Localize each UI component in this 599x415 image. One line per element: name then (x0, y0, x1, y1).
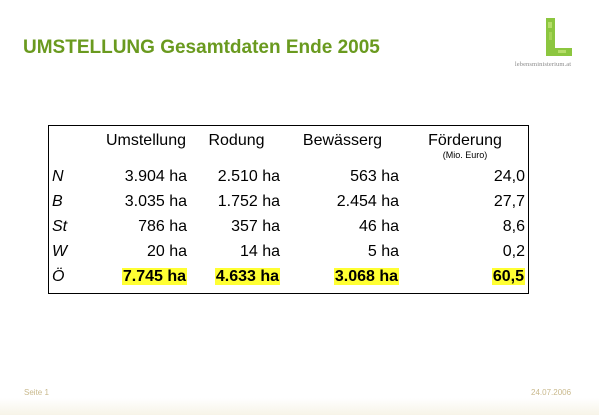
table-total-row: Ö 7.745 ha 4.633 ha 3.068 ha 60,5 (49, 264, 529, 289)
total-foerderung: 60,5 (491, 267, 525, 285)
cell-rodung: 14 ha (239, 242, 280, 260)
footer-date: 24.07.2006 (531, 388, 572, 397)
row-label: W (52, 242, 68, 260)
cell-foerderung: 8,6 (502, 217, 525, 235)
header-foerderung: Förderung (428, 132, 502, 149)
table-header-row: Umstellung Rodung Bewässerg Förderung (49, 126, 529, 151)
page-number: Seite 1 (24, 388, 49, 397)
table-row: W 20 ha 14 ha 5 ha 0,2 (49, 239, 529, 264)
cell-foerderung: 0,2 (502, 242, 525, 260)
total-bewaesserung: 3.068 ha (333, 267, 399, 285)
cell-rodung: 4.633 ha (190, 264, 283, 289)
lebensministerium-logo-icon (546, 18, 572, 56)
header-umstellung: Umstellung (105, 132, 186, 149)
unit-note: (Mio. Euro) (442, 150, 488, 160)
cell-rodung: 2.510 ha (217, 167, 280, 185)
cell-umstellung: 786 ha (138, 217, 187, 235)
cell-rodung: 1.752 ha (217, 192, 280, 210)
row-label: N (52, 167, 64, 185)
row-label: Ö (52, 267, 65, 285)
cell-foerderung: 24,0 (493, 167, 525, 185)
table-row: B 3.035 ha 1.752 ha 2.454 ha 27,7 (49, 189, 529, 214)
slide-title: UMSTELLUNG Gesamtdaten Ende 2005 (23, 37, 380, 58)
cell-bewaesserung: 3.068 ha (283, 264, 402, 289)
cell-umstellung: 3.904 ha (124, 167, 187, 185)
data-table: Umstellung Rodung Bewässerg Förderung (M… (48, 125, 529, 294)
footer-band (0, 398, 599, 415)
header-rodung: Rodung (208, 132, 265, 149)
cell-umstellung: 7.745 ha (80, 264, 190, 289)
cell-umstellung: 20 ha (146, 242, 187, 260)
cell-rodung: 357 ha (231, 217, 280, 235)
row-label: St (52, 217, 68, 235)
cell-bewaesserung: 5 ha (367, 242, 399, 260)
header-corner (49, 126, 81, 151)
cell-bewaesserung: 563 ha (350, 167, 399, 185)
table-unit-row: (Mio. Euro) (49, 150, 529, 164)
cell-foerderung: 27,7 (493, 192, 525, 210)
table-row: N 3.904 ha 2.510 ha 563 ha 24,0 (49, 164, 529, 189)
row-label: B (52, 192, 63, 210)
table-row: St 786 ha 357 ha 46 ha 8,6 (49, 214, 529, 239)
cell-bewaesserung: 46 ha (358, 217, 399, 235)
cell-foerderung: 60,5 (402, 264, 529, 289)
cell-bewaesserung: 2.454 ha (336, 192, 399, 210)
header-bewaesserung: Bewässerg (302, 132, 383, 149)
cell-umstellung: 3.035 ha (124, 192, 187, 210)
table-spacer (49, 289, 529, 294)
logo-text: lebensministerium.at (514, 61, 572, 68)
total-umstellung: 7.745 ha (121, 267, 187, 285)
total-rodung: 4.633 ha (214, 267, 280, 285)
